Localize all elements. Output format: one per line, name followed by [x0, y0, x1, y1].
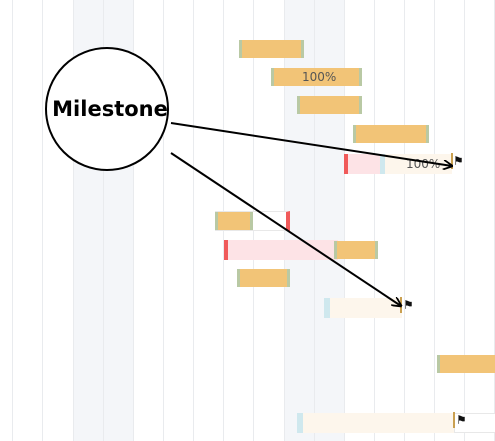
flag-icon[interactable]: ⚑: [403, 298, 414, 312]
task-progress-label: 100%: [302, 68, 336, 86]
grid-line: [193, 0, 194, 441]
task-bar-completed[interactable]: [239, 40, 304, 58]
task-bar-remaining[interactable]: [324, 298, 402, 318]
grid-line: [314, 0, 315, 441]
task-bar-completed[interactable]: [297, 96, 362, 114]
milestone-pole: [400, 297, 402, 313]
grid-line: [42, 0, 43, 441]
grid-line: [344, 0, 345, 441]
milestone-callout: Milestone: [45, 47, 169, 171]
task-bar-completed[interactable]: [215, 212, 253, 230]
milestone-pole: [453, 412, 455, 428]
flag-icon[interactable]: ⚑: [453, 154, 464, 168]
flag-icon[interactable]: ⚑: [456, 413, 467, 427]
task-bar-completed[interactable]: [334, 241, 378, 259]
task-bar-remaining[interactable]: [297, 413, 455, 433]
grid-line: [464, 0, 465, 441]
task-bar-completed[interactable]: [353, 125, 429, 143]
grid-line: [12, 0, 13, 441]
task-bar-completed[interactable]: [437, 355, 495, 373]
task-progress-label: 100%: [406, 155, 440, 173]
grid-line: [434, 0, 435, 441]
grid-line: [404, 0, 405, 441]
task-bar-completed[interactable]: [237, 269, 290, 287]
callout-label: Milestone: [52, 97, 168, 121]
task-bar-overdue[interactable]: [344, 154, 384, 174]
task-bar-overdue[interactable]: [224, 240, 338, 260]
grid-line: [163, 0, 164, 441]
grid-line: [374, 0, 375, 441]
